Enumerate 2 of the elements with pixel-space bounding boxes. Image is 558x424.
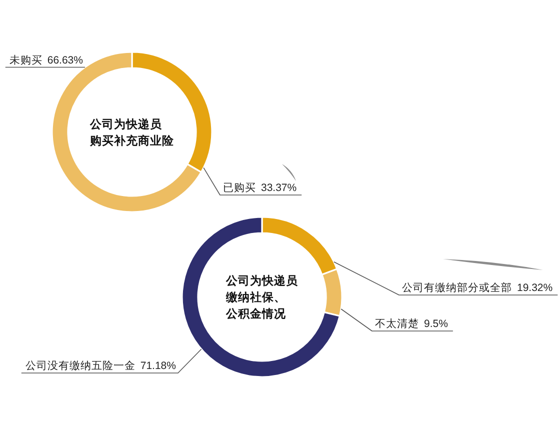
title: 公司为快递员缴纳社保、公积金情况 (226, 276, 298, 320)
title: 公司为快递员购买补充商业险 (90, 118, 174, 148)
